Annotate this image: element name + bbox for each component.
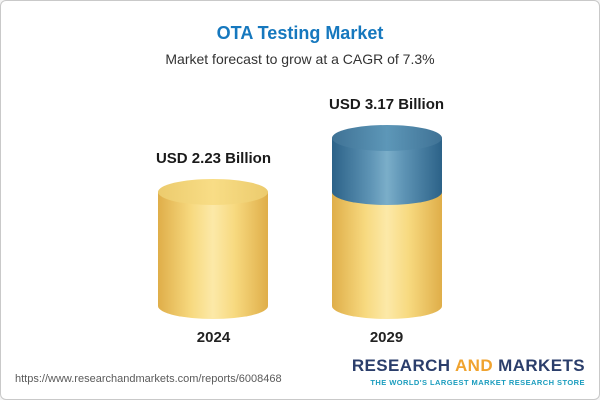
year-label-2029: 2029 bbox=[369, 328, 404, 346]
bar-chart: USD 2.23 Billion 2024 USD 3.17 Billion 2… bbox=[1, 96, 599, 346]
bar-group-2024: USD 2.23 Billion 2024 bbox=[156, 150, 271, 346]
bar-2024 bbox=[158, 178, 269, 319]
chart-title: OTA Testing Market bbox=[216, 23, 384, 43]
logo-word-and: AND bbox=[454, 356, 494, 375]
logo-wordmark: RESEARCH AND MARKETS bbox=[352, 356, 585, 376]
bar-group-2029: USD 3.17 Billion 2029 bbox=[329, 96, 444, 346]
bar-2029-growth-bottom bbox=[331, 178, 442, 205]
chart-subtitle: Market forecast to grow at a CAGR of 7.3… bbox=[165, 51, 435, 67]
report-url: https://www.researchandmarkets.com/repor… bbox=[15, 373, 282, 385]
bar-2029-top-ellipse bbox=[331, 125, 442, 151]
value-label-2024: USD 2.23 Billion bbox=[155, 149, 271, 167]
bar-2024-body bbox=[158, 191, 269, 319]
value-label-2029: USD 3.17 Billion bbox=[329, 96, 445, 113]
logo-word-markets: MARKETS bbox=[498, 356, 585, 375]
logo-word-research: RESEARCH bbox=[351, 356, 451, 375]
researchandmarkets-logo: RESEARCH AND MARKETS THE WORLD'S LARGEST… bbox=[352, 356, 585, 387]
logo-tagline: THE WORLD'S LARGEST MARKET RESEARCH STOR… bbox=[370, 378, 585, 387]
bar-2024-top-ellipse bbox=[158, 178, 269, 205]
bar-2029 bbox=[331, 125, 442, 319]
year-label-2024: 2024 bbox=[196, 328, 231, 346]
